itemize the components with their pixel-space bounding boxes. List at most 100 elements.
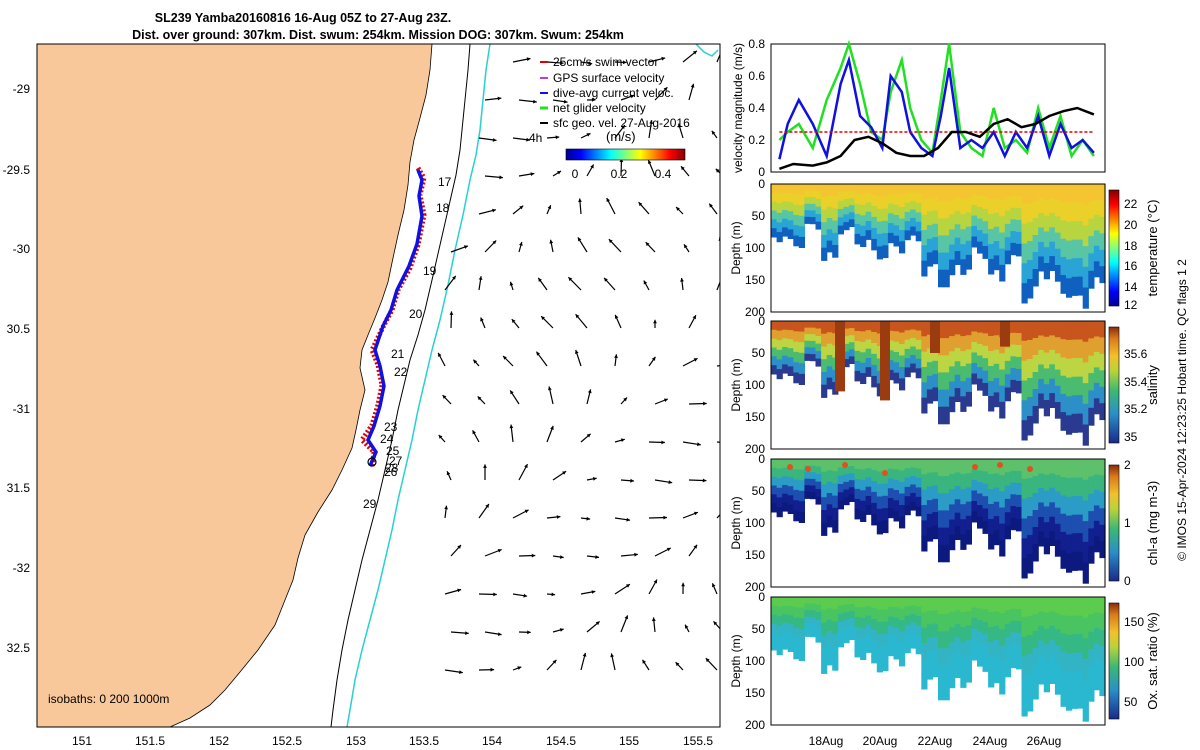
- current-vector-head: [591, 98, 596, 102]
- current-vector-head: [444, 505, 448, 510]
- section-cell: [837, 467, 844, 477]
- current-vector-head: [681, 582, 685, 587]
- section-cell: [960, 396, 967, 412]
- section-cell: [1077, 496, 1084, 515]
- section-cell: [848, 321, 856, 329]
- section-cell: [876, 659, 883, 673]
- section-cell: [876, 221, 883, 235]
- section-cell: [1021, 380, 1028, 401]
- section-cell: [887, 459, 895, 470]
- section-cell: [982, 597, 989, 610]
- section-cell: [1004, 636, 1011, 651]
- section-cell: [1015, 333, 1023, 346]
- section-cell: [899, 505, 906, 517]
- section-cell: [837, 492, 844, 502]
- section-cell: [815, 627, 822, 636]
- section-cell: [993, 184, 1000, 199]
- section-cell: [938, 614, 945, 632]
- section-cell: [821, 196, 828, 210]
- colorbar-tick: 18: [1124, 239, 1138, 253]
- section-cell: [921, 643, 928, 659]
- section-cell: [804, 340, 811, 348]
- section-cell: [1049, 241, 1056, 257]
- section-cell: [1066, 339, 1073, 360]
- section-cell: [832, 633, 839, 647]
- section-cell: [904, 348, 911, 359]
- section-cell: [854, 459, 861, 470]
- section-cell: [1049, 669, 1056, 684]
- section-cell: [1049, 597, 1056, 612]
- section-cell: [1071, 276, 1078, 296]
- section-cell: [865, 606, 872, 616]
- section-cell: [876, 597, 883, 610]
- section-cell: [1088, 270, 1095, 289]
- section-cell: [854, 479, 861, 490]
- current-vector-head: [552, 659, 557, 664]
- section-cell: [1015, 597, 1023, 610]
- section-cell: [1038, 213, 1045, 228]
- section-cell: [771, 623, 778, 633]
- section-cell: [837, 605, 844, 615]
- current-vector-head: [519, 205, 524, 210]
- section-cell: [993, 668, 1000, 684]
- section-cell: [1054, 200, 1062, 217]
- section-cell: [1043, 321, 1050, 338]
- section-cell: [843, 351, 850, 360]
- section-cell: [1021, 597, 1028, 618]
- section-cell: [904, 230, 911, 241]
- section-cell: [860, 490, 867, 502]
- section-cell: [1060, 597, 1067, 616]
- current-vector-head: [720, 274, 724, 278]
- section-cell: [810, 190, 817, 198]
- section-cell: [1032, 184, 1039, 202]
- colorbar-tick: 0.4: [655, 167, 672, 181]
- section-cell: [1077, 615, 1084, 635]
- section-cell: [854, 213, 861, 225]
- section-cell: [793, 500, 800, 511]
- section-cell: [821, 497, 828, 511]
- section-cell: [798, 480, 805, 492]
- section-cell: [782, 321, 789, 331]
- section-cell: [887, 636, 895, 647]
- section-cell: [1038, 227, 1045, 243]
- section-cell: [848, 184, 856, 192]
- section-cell: [871, 364, 878, 377]
- section-cell: [960, 199, 967, 215]
- section-cell: [893, 204, 900, 216]
- section-cell: [793, 459, 800, 470]
- section-cell: [782, 459, 789, 469]
- section-cell: [848, 597, 856, 605]
- section-cell: [1093, 674, 1101, 691]
- section-cell: [837, 484, 844, 493]
- section-cell: [1071, 477, 1078, 497]
- section-cell: [921, 673, 928, 690]
- section-cell: [798, 607, 805, 619]
- section-cell: [926, 184, 934, 199]
- section-cell: [871, 651, 878, 664]
- section-cell: [1010, 184, 1017, 197]
- section-cell: [1004, 610, 1011, 625]
- section-cell: [915, 231, 922, 242]
- section-cell: [810, 210, 817, 218]
- section-cell: [904, 634, 911, 644]
- x-tick: 152: [209, 734, 229, 748]
- section-cell: [876, 471, 883, 485]
- section-cell: [1054, 369, 1062, 387]
- current-vector-head: [675, 662, 680, 667]
- section-cell: [782, 467, 789, 477]
- section-cell: [943, 682, 950, 701]
- section-cell: [921, 260, 928, 277]
- section-cell: [1082, 459, 1089, 481]
- section-cell: [993, 226, 1000, 242]
- section-cell: [887, 340, 895, 351]
- section-cell: [771, 459, 778, 469]
- section-cell: [1027, 416, 1034, 436]
- section-cell: [954, 210, 961, 225]
- y-tick: 0.8: [748, 37, 765, 51]
- section-cell: [943, 648, 950, 666]
- section-cell: [826, 195, 833, 208]
- section-cell: [882, 220, 889, 234]
- section-cell: [860, 607, 867, 619]
- section-cell: [904, 615, 911, 626]
- section-cell: [1027, 654, 1034, 674]
